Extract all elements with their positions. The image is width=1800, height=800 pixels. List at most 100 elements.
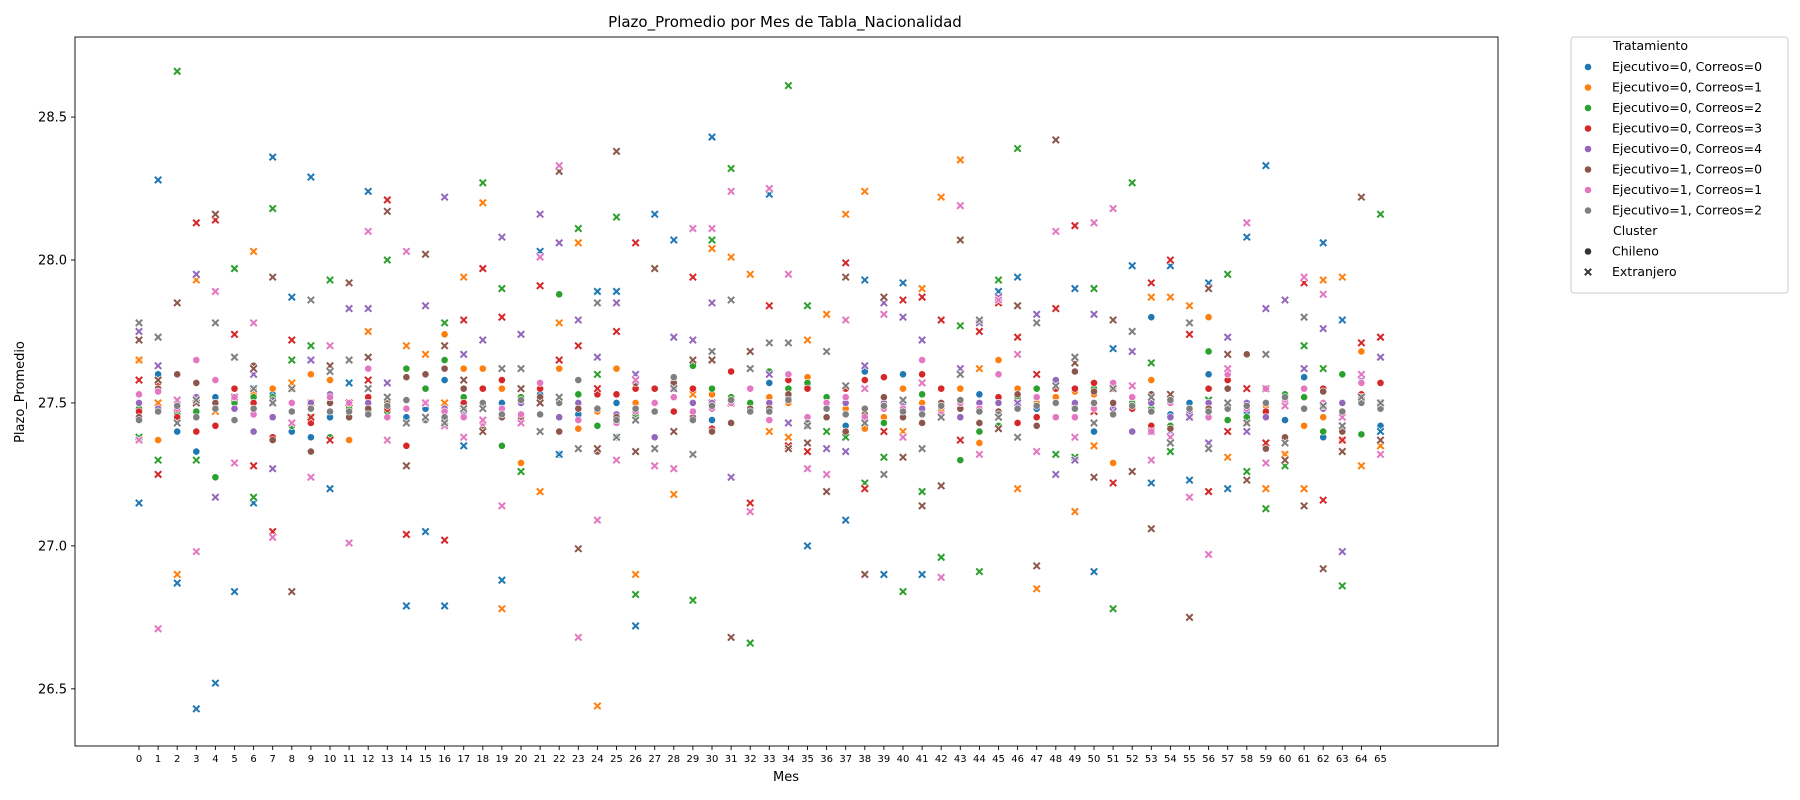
- point-chileno: [880, 393, 888, 402]
- point-chileno: [173, 427, 182, 436]
- series-group: [134, 135, 1385, 642]
- point-extranjero: [860, 484, 870, 494]
- point-chileno: [268, 436, 277, 445]
- legend-title-cluster: Cluster: [1613, 223, 1658, 238]
- point-extranjero: [459, 441, 469, 451]
- point-chileno: [918, 419, 926, 427]
- point-extranjero: [1318, 401, 1328, 411]
- point-chileno: [345, 407, 353, 416]
- point-extranjero: [841, 272, 851, 282]
- point-extranjero: [1299, 341, 1309, 351]
- point-chileno: [574, 376, 583, 384]
- point-extranjero: [153, 470, 163, 479]
- point-chileno: [1338, 407, 1347, 416]
- point-extranjero: [1204, 284, 1214, 293]
- point-extranjero: [841, 209, 851, 219]
- x-tick-label: 43: [954, 754, 967, 765]
- point-chileno: [803, 384, 812, 393]
- point-chileno: [536, 379, 544, 387]
- point-chileno: [402, 364, 411, 373]
- x-tick-label: 38: [858, 754, 871, 765]
- point-extranjero: [554, 161, 564, 171]
- point-chileno: [383, 401, 392, 410]
- point-chileno: [1223, 416, 1232, 424]
- point-extranjero: [612, 298, 621, 308]
- point-extranjero: [974, 567, 984, 577]
- x-tick-label: 37: [839, 754, 852, 765]
- point-chileno: [918, 356, 926, 364]
- point-extranjero: [440, 418, 450, 428]
- point-extranjero: [268, 272, 278, 282]
- point-extranjero: [707, 298, 717, 308]
- point-extranjero: [745, 498, 755, 508]
- point-extranjero: [172, 298, 182, 308]
- point-extranjero: [401, 341, 411, 351]
- point-extranjero: [306, 472, 316, 482]
- point-chileno: [1109, 459, 1117, 467]
- legend-marker-circle: [1584, 165, 1592, 174]
- point-chileno: [1319, 413, 1328, 422]
- legend: Tratamiento Ejecutivo=0, Correos=0 Ejecuti…: [1570, 36, 1789, 294]
- point-extranjero: [1242, 418, 1252, 428]
- point-chileno: [402, 441, 411, 450]
- point-extranjero: [1356, 392, 1366, 402]
- point-extranjero: [650, 444, 660, 454]
- point-extranjero: [249, 247, 259, 256]
- point-extranjero: [707, 355, 717, 365]
- point-extranjero: [688, 389, 698, 399]
- point-extranjero: [688, 272, 698, 282]
- point-extranjero: [287, 335, 297, 345]
- point-extranjero: [1337, 412, 1347, 422]
- point-chileno: [1338, 399, 1347, 407]
- point-chileno: [593, 421, 602, 430]
- point-chileno: [1166, 396, 1175, 404]
- point-extranjero: [803, 447, 812, 456]
- point-extranjero: [287, 355, 297, 365]
- point-chileno: [1032, 401, 1041, 410]
- point-chileno: [1204, 313, 1213, 322]
- point-extranjero: [783, 444, 793, 454]
- point-extranjero: [210, 678, 220, 688]
- point-extranjero: [1185, 475, 1194, 485]
- point-chileno: [1281, 416, 1289, 424]
- point-extranjero: [153, 624, 163, 634]
- point-extranjero: [707, 235, 717, 245]
- point-chileno: [326, 393, 334, 402]
- point-chileno: [1090, 399, 1098, 407]
- point-extranjero: [631, 415, 641, 425]
- point-chileno: [937, 384, 946, 393]
- point-extranjero: [1356, 192, 1366, 202]
- point-extranjero: [860, 570, 870, 579]
- legend-title-tratamiento: Tratamiento: [1612, 38, 1688, 53]
- point-extranjero: [860, 384, 870, 394]
- x-tick-label: 7: [270, 754, 276, 765]
- series-group: [134, 192, 1385, 556]
- point-extranjero: [592, 384, 602, 394]
- point-extranjero: [363, 186, 373, 196]
- point-chileno: [975, 407, 984, 416]
- point-extranjero: [382, 392, 392, 402]
- point-extranjero: [1089, 441, 1099, 451]
- point-extranjero: [1242, 384, 1252, 394]
- x-tick-label: 36: [820, 754, 833, 765]
- point-chileno: [994, 370, 1003, 379]
- point-extranjero: [153, 361, 163, 371]
- point-chileno: [1281, 393, 1289, 402]
- point-extranjero: [210, 287, 220, 296]
- point-extranjero: [745, 347, 755, 356]
- point-chileno: [1242, 401, 1251, 410]
- point-extranjero: [1165, 389, 1175, 399]
- point-extranjero: [1108, 344, 1118, 354]
- point-extranjero: [306, 355, 316, 365]
- point-extranjero: [822, 444, 832, 454]
- x-tick-label: 41: [916, 754, 929, 765]
- point-extranjero: [974, 327, 984, 336]
- series-group: [134, 161, 1385, 642]
- point-extranjero: [879, 570, 889, 579]
- y-tick-label: 27.5: [38, 396, 67, 411]
- x-tick-label: 65: [1374, 754, 1387, 765]
- point-extranjero: [1299, 312, 1309, 322]
- point-chileno: [650, 433, 659, 442]
- point-chileno: [574, 424, 583, 433]
- x-tick-label: 13: [381, 754, 394, 765]
